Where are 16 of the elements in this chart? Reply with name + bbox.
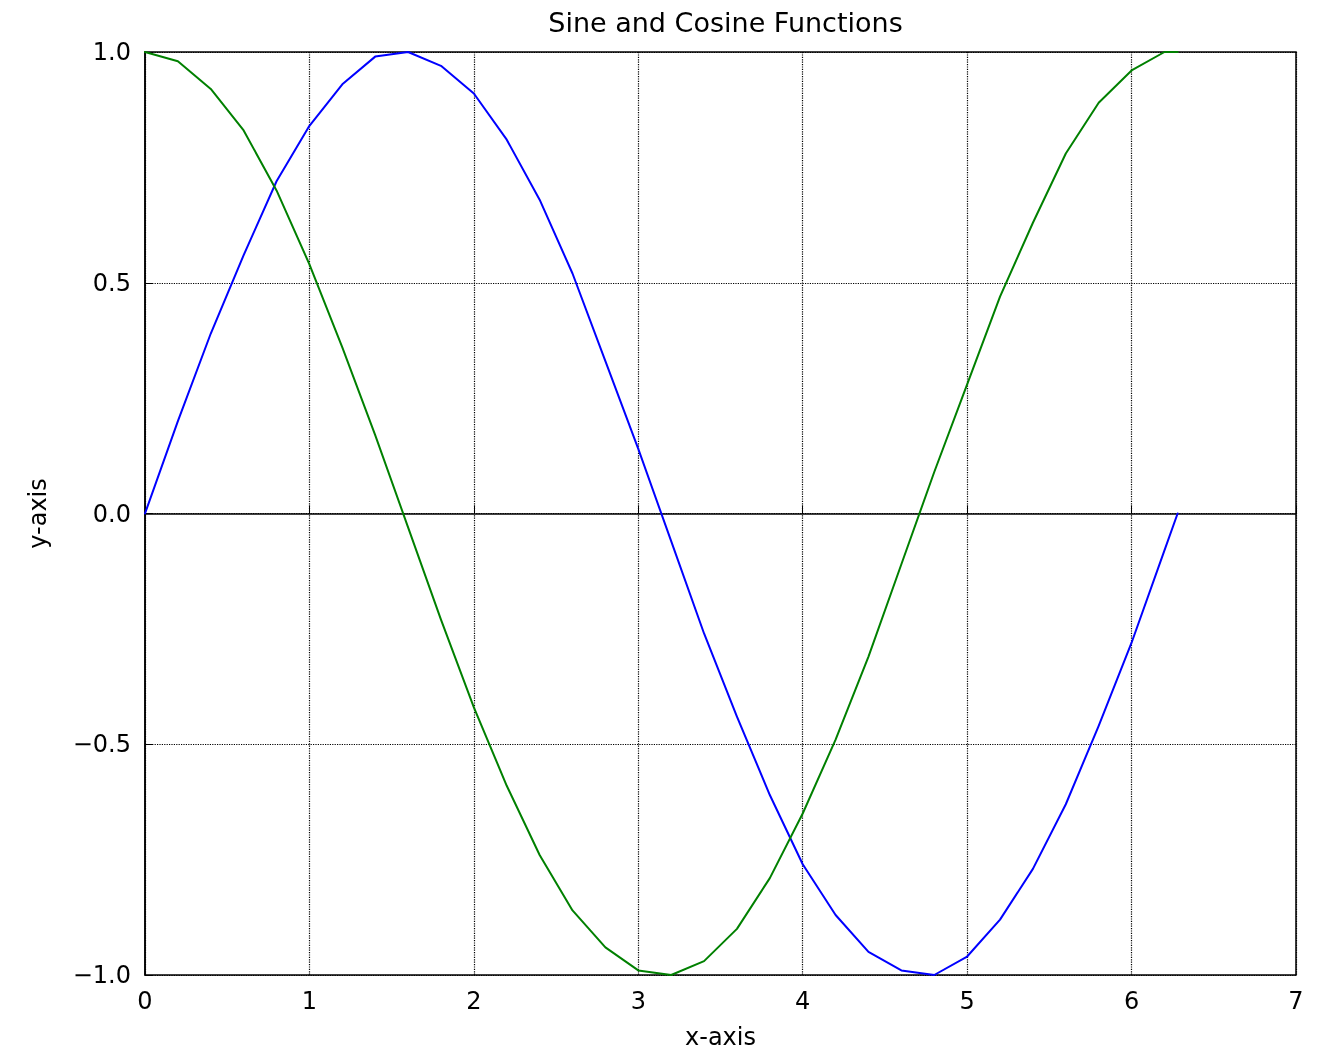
x-tick-label: 4 — [795, 987, 811, 1015]
x-tick-label: 6 — [1123, 987, 1140, 1015]
x-axis-title: x-axis — [685, 1023, 756, 1051]
x-tick-label: 5 — [959, 987, 975, 1015]
y-tick-label: −0.5 — [72, 730, 131, 759]
y-axis-title: y-axis — [24, 478, 52, 549]
x-tick-label: 7 — [1288, 987, 1304, 1015]
y-tick-label: 1.0 — [92, 38, 131, 66]
x-tick-label: 3 — [630, 987, 646, 1015]
y-tick-label: 0.5 — [92, 268, 131, 297]
x-tick-label: 2 — [466, 987, 482, 1015]
y-tick-label: 0.0 — [92, 499, 131, 528]
x-tick-label: 1 — [301, 987, 318, 1015]
y-tick-label: −1.0 — [72, 961, 131, 989]
x-tick-label: 0 — [137, 987, 153, 1015]
chart-title: Sine and Cosine Functions — [548, 7, 903, 38]
